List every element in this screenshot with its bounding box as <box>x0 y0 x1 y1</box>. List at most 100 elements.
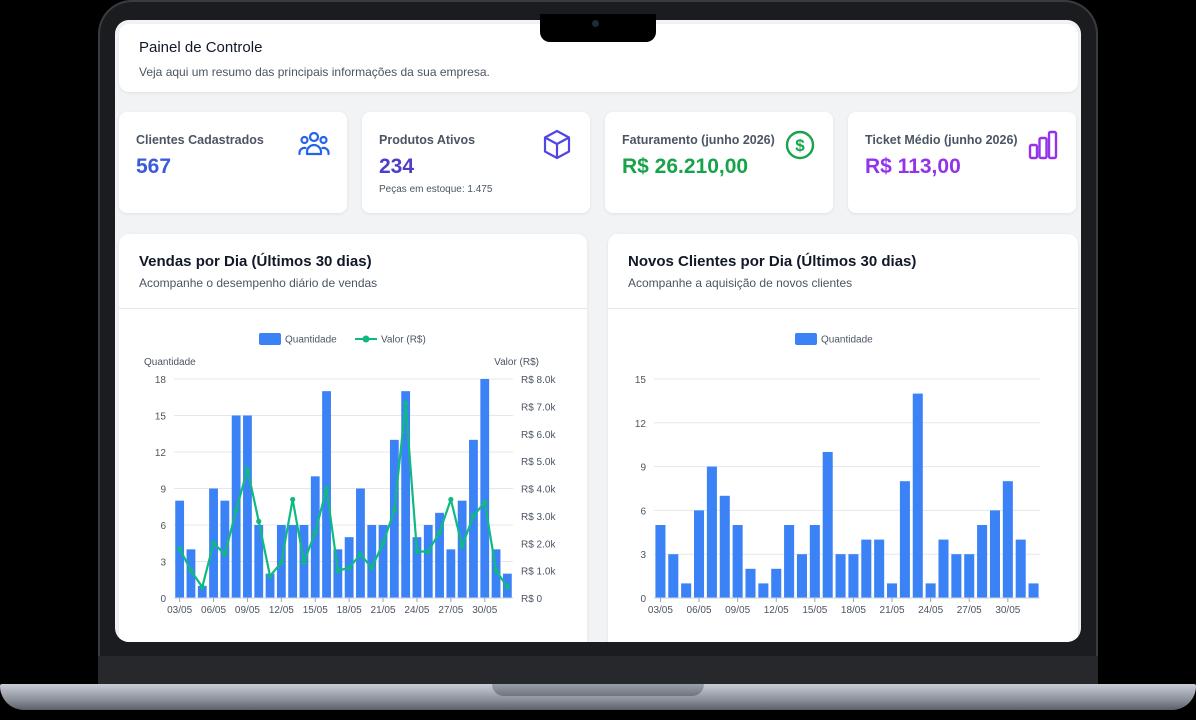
y-tick-label: 0 <box>640 594 646 605</box>
stat-label: Clientes Cadastrados <box>136 133 264 147</box>
line-point <box>391 507 397 513</box>
sales-chart-card: Vendas por Dia (Últimos 30 dias) Acompan… <box>119 234 587 642</box>
line-point <box>222 551 228 557</box>
bar <box>310 476 320 598</box>
bar <box>822 452 833 598</box>
bar <box>423 525 433 598</box>
bar <box>457 500 467 598</box>
laptop-bezel-bottom <box>98 656 1098 686</box>
x-tick-label: 06/05 <box>201 605 226 616</box>
stat-card-clients: Clientes Cadastrados 567 <box>119 112 347 213</box>
y-tick-label: 0 <box>160 594 166 605</box>
bar <box>265 573 275 598</box>
x-tick-label: 27/05 <box>438 605 463 616</box>
bar <box>681 583 692 598</box>
bar-chart-icon <box>1028 130 1058 160</box>
line-point <box>436 529 443 535</box>
x-tick-label: 15/05 <box>303 605 328 616</box>
legend-label: Quantidade <box>821 335 873 346</box>
line-point <box>346 565 352 571</box>
bar <box>356 488 365 598</box>
bar <box>435 512 444 598</box>
chart-title: Vendas por Dia (Últimos 30 dias) <box>139 253 372 270</box>
chart-title: Novos Clientes por Dia (Últimos 30 dias) <box>628 253 917 270</box>
y2-tick-label: R$ 3.0k <box>521 512 556 523</box>
bar <box>220 500 230 598</box>
y-tick-label: 15 <box>635 375 647 386</box>
line-point <box>188 568 194 574</box>
bar <box>333 549 343 598</box>
line-point <box>301 559 307 566</box>
bar <box>874 539 885 598</box>
stat-card-products: Produtos Ativos 234 Peças em estoque: 1.… <box>362 112 590 213</box>
y-tick-label: 6 <box>640 506 646 517</box>
x-tick-label: 27/05 <box>957 605 982 616</box>
bar <box>848 554 859 598</box>
legend-label: Valor (R$) <box>381 335 426 346</box>
bar <box>491 549 501 598</box>
bar <box>694 510 705 598</box>
camera-notch <box>540 14 656 42</box>
bar <box>1002 481 1013 598</box>
divider <box>608 308 1078 309</box>
series-line-valor <box>178 402 509 589</box>
x-tick-label: 06/05 <box>687 605 712 616</box>
y2-tick-label: R$ 1.0k <box>521 567 556 578</box>
stat-card-ticket: Ticket Médio (junho 2026) R$ 113,00 <box>848 112 1076 213</box>
stat-label: Ticket Médio (junho 2026) <box>865 133 1018 147</box>
line-point <box>233 507 239 513</box>
x-tick-label: 12/05 <box>269 605 294 616</box>
bar <box>796 554 807 598</box>
bar <box>1015 539 1026 598</box>
bar <box>412 537 422 598</box>
line-point <box>357 551 364 557</box>
line-point <box>256 518 262 524</box>
stat-card-revenue: Faturamento (junho 2026) R$ 26.210,00 $ <box>605 112 833 213</box>
x-tick-label: 21/05 <box>880 605 905 616</box>
line-point <box>448 496 454 503</box>
bar <box>1028 583 1039 598</box>
y-tick-label: 9 <box>160 485 166 496</box>
chart-subtitle: Acompanhe a aquisição de novos clientes <box>628 276 853 290</box>
stat-value: R$ 113,00 <box>865 155 961 178</box>
x-tick-label: 18/05 <box>337 605 362 616</box>
line-point <box>414 548 420 555</box>
y-tick-label: 9 <box>640 463 646 474</box>
line-point <box>267 573 273 579</box>
sales-chart: 0 3 6 9 12 15 18 R$ 0 R$ 1.0k R$ 2.0k R$ 3.0k R$ 4.… <box>144 333 556 616</box>
dashboard-header: Painel de Controle Veja aqui um resumo d… <box>119 24 1078 92</box>
stat-value: 567 <box>136 155 172 178</box>
bar <box>389 439 399 598</box>
bar <box>977 525 988 598</box>
dollar-circle-icon: $ <box>785 130 815 160</box>
dashboard-screen: Painel de Controle Veja aqui um resumo d… <box>115 20 1081 642</box>
divider <box>119 308 587 309</box>
y2-tick-label: R$ 0 <box>521 594 543 605</box>
y2-tick-label: R$ 4.0k <box>521 485 556 496</box>
bar <box>446 549 456 598</box>
laptop-base-notch <box>492 684 704 696</box>
line-point <box>369 565 375 571</box>
line-point <box>177 546 183 552</box>
x-tick-label: 09/05 <box>725 605 750 616</box>
line-point <box>312 529 318 535</box>
x-tick-label: 30/05 <box>472 605 497 616</box>
line-point <box>470 513 477 519</box>
bar <box>480 379 490 598</box>
line-point <box>493 568 499 574</box>
line-point <box>482 499 488 505</box>
y-tick-label: 12 <box>635 419 647 430</box>
legend-swatch-bar <box>795 333 817 345</box>
y2-axis-title: Valor (R$) <box>494 357 539 368</box>
bar <box>989 510 1000 598</box>
bar <box>964 554 975 598</box>
y-tick-label: 18 <box>155 375 167 386</box>
legend-label: Quantidade <box>285 335 337 346</box>
page-title: Painel de Controle <box>139 39 263 56</box>
stat-label: Faturamento (junho 2026) <box>622 133 775 147</box>
x-tick-label: 03/05 <box>648 605 673 616</box>
x-tick-label: 24/05 <box>918 605 943 616</box>
y2-tick-label: R$ 5.0k <box>521 457 556 468</box>
line-point <box>210 540 217 546</box>
line-point <box>504 584 510 590</box>
